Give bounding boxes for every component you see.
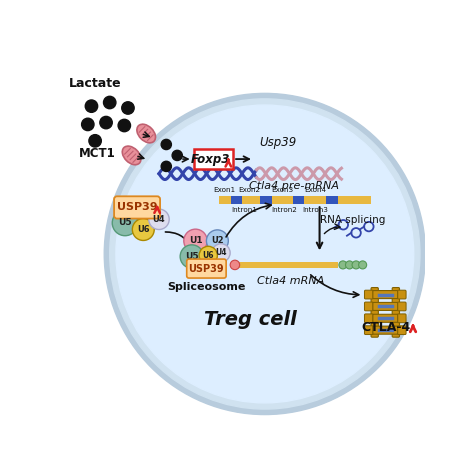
Circle shape [100,117,112,129]
FancyBboxPatch shape [194,149,233,169]
FancyBboxPatch shape [397,290,406,299]
Text: U4: U4 [215,248,227,257]
FancyBboxPatch shape [365,326,373,335]
Circle shape [180,245,203,268]
FancyBboxPatch shape [373,326,398,334]
Circle shape [112,210,138,236]
FancyBboxPatch shape [373,314,398,322]
Ellipse shape [122,146,141,165]
Circle shape [89,135,101,147]
Circle shape [103,96,116,109]
Text: RNA splicing: RNA splicing [320,215,385,225]
Circle shape [352,261,360,269]
Text: Exon2: Exon2 [238,187,261,193]
Text: U6: U6 [137,225,150,234]
Circle shape [149,209,169,229]
Text: Exon3: Exon3 [271,187,293,193]
Text: Intron1: Intron1 [231,207,257,212]
Text: USP39: USP39 [189,264,224,273]
Ellipse shape [137,124,155,143]
Text: U5: U5 [185,252,199,261]
Text: Lactate: Lactate [69,77,121,90]
FancyBboxPatch shape [365,314,373,323]
FancyBboxPatch shape [397,314,406,323]
FancyBboxPatch shape [397,326,406,335]
Bar [231,196,242,204]
Text: Usp39: Usp39 [259,136,297,149]
FancyBboxPatch shape [365,302,373,311]
Bar [326,196,338,204]
FancyBboxPatch shape [365,290,373,299]
Circle shape [346,261,354,269]
Text: Foxp3: Foxp3 [191,153,230,165]
Bar [219,196,371,204]
Text: Ctla4 pre-mRNA: Ctla4 pre-mRNA [249,181,339,191]
Circle shape [161,161,172,172]
FancyBboxPatch shape [397,302,406,311]
Circle shape [109,99,420,409]
Text: U5: U5 [118,219,132,228]
Circle shape [206,230,228,252]
FancyBboxPatch shape [373,291,398,299]
Circle shape [199,246,218,264]
Bar [293,196,304,204]
Text: Exon4: Exon4 [304,187,326,193]
Text: U4: U4 [153,215,165,224]
FancyBboxPatch shape [187,259,226,278]
Text: CTLA-4: CTLA-4 [362,321,411,334]
Circle shape [230,260,240,270]
Text: MCT1: MCT1 [79,147,115,160]
FancyBboxPatch shape [392,288,400,337]
Circle shape [116,105,414,403]
Circle shape [359,261,367,269]
Text: Ctla4 mRNA: Ctla4 mRNA [257,275,324,285]
FancyBboxPatch shape [114,196,160,219]
Circle shape [82,118,94,131]
Text: USP39: USP39 [117,202,157,212]
Text: Exon1: Exon1 [214,187,236,193]
Text: U6: U6 [202,251,214,260]
Circle shape [339,261,347,269]
Circle shape [172,150,182,161]
Text: U1: U1 [189,237,202,246]
Bar [239,262,338,268]
Circle shape [118,119,130,132]
FancyBboxPatch shape [373,302,398,310]
Circle shape [184,229,207,253]
Circle shape [212,244,230,262]
Text: Intron3: Intron3 [302,207,328,212]
Circle shape [122,102,134,114]
Circle shape [161,139,172,150]
Text: Intron2: Intron2 [271,207,297,212]
Circle shape [104,93,425,415]
FancyBboxPatch shape [371,288,378,337]
Circle shape [85,100,98,112]
Bar [260,196,272,204]
Circle shape [132,219,154,240]
Text: Treg cell: Treg cell [204,310,297,329]
Text: Spliceosome: Spliceosome [167,282,246,292]
Text: U2: U2 [211,237,224,246]
